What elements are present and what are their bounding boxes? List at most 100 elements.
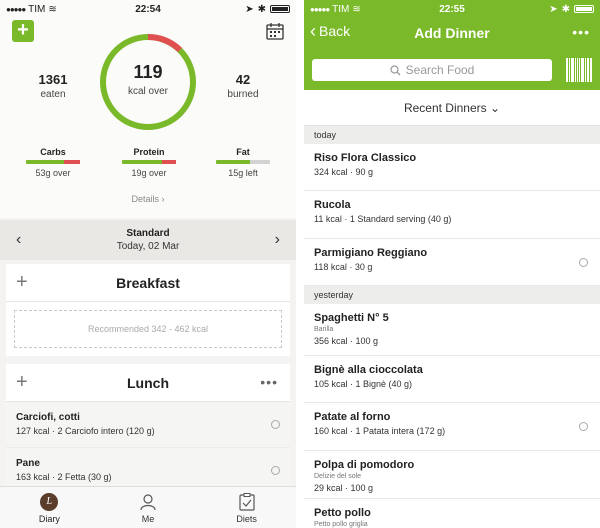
- breakfast-card: + Breakfast Recommended 342 - 462 kcal: [6, 264, 290, 356]
- food-name: Riso Flora Classico: [314, 152, 417, 164]
- signal-icon: ●●●●●: [6, 4, 26, 14]
- food-name: Rucola: [314, 199, 351, 211]
- list-item[interactable]: Parmigiano Reggiano 118 kcal · 30 g: [304, 239, 600, 286]
- carrier: TIM: [28, 3, 46, 15]
- more-icon[interactable]: •••: [260, 374, 278, 390]
- ring-value: 119: [133, 62, 163, 82]
- chevron-left-icon[interactable]: ‹: [16, 231, 22, 248]
- list-item[interactable]: Rucola 11 kcal · 1 Standard serving (40 …: [304, 191, 600, 239]
- recent-label: Recent Dinners: [403, 101, 487, 115]
- breakfast-header: + Breakfast: [6, 264, 290, 302]
- burned-value: 42: [235, 72, 251, 87]
- page-title: Add Dinner: [414, 25, 490, 41]
- date-selector: ‹ Standard Today, 02 Mar ›: [0, 220, 296, 260]
- list-item[interactable]: Riso Flora Classico 324 kcal · 90 g: [304, 144, 600, 191]
- diary-screen: ●●●●● TIM ≋ 22:54 ➤ ✱ + 1361 eaten: [0, 0, 296, 528]
- macro-bar: [122, 160, 176, 164]
- calendar-icon[interactable]: [266, 22, 284, 40]
- nav-bar: ‹ Back Add Dinner •••: [304, 20, 600, 46]
- section-header-yesterday: yesterday: [304, 286, 600, 304]
- food-detail: 160 kcal · 1 Patata intera (172 g): [314, 426, 446, 436]
- food-detail: 324 kcal · 90 g: [314, 167, 374, 177]
- macro-status: 19g over: [131, 168, 167, 178]
- verified-icon: [271, 420, 280, 429]
- search-icon: [390, 64, 401, 75]
- food-name: Pane: [16, 458, 40, 469]
- food-name: Petto pollo: [314, 507, 371, 519]
- details-link[interactable]: Details ›: [0, 194, 296, 204]
- tab-diets[interactable]: Diets: [197, 487, 296, 528]
- list-item[interactable]: Petto pollo Petto pollo griglia: [304, 499, 600, 528]
- tab-label: Diary: [38, 514, 60, 524]
- add-breakfast-icon[interactable]: +: [16, 271, 28, 293]
- food-detail: 29 kcal · 100 g: [314, 483, 374, 493]
- list-item[interactable]: Spaghetti N° 5 Barilla 356 kcal · 100 g: [304, 304, 600, 356]
- macro-carbs: Carbs 53g over: [26, 147, 80, 178]
- ring-readout: 119 kcal over: [98, 62, 198, 97]
- eaten-stat: 1361 eaten: [18, 72, 88, 100]
- burned-label: burned: [227, 89, 259, 100]
- food-name: Parmigiano Reggiano: [314, 247, 428, 259]
- food-detail: 118 kcal · 30 g: [314, 262, 373, 272]
- carrier: TIM: [332, 3, 350, 15]
- barcode-icon[interactable]: [566, 58, 592, 82]
- calorie-ring: [100, 33, 196, 130]
- back-button[interactable]: ‹ Back: [310, 22, 350, 40]
- add-lunch-icon[interactable]: +: [16, 371, 28, 393]
- eaten-label: eaten: [40, 89, 66, 100]
- tab-diary[interactable]: L Diary: [0, 487, 99, 528]
- lunch-title: Lunch: [127, 375, 169, 391]
- location-icon: ➤: [549, 3, 558, 15]
- list-item[interactable]: Patate al forno 160 kcal · 1 Patata inte…: [304, 403, 600, 451]
- clock: 22:55: [439, 3, 465, 15]
- burned-stat: 42 burned: [208, 72, 278, 100]
- food-name: Spaghetti N° 5: [314, 312, 389, 324]
- search-placeholder: Search Food: [405, 63, 475, 77]
- list-item[interactable]: Bignè alla cioccolata 105 kcal · 1 Bignè…: [304, 356, 600, 403]
- food-name: Patate al forno: [314, 411, 391, 423]
- current-date: Today, 02 Mar: [116, 241, 180, 252]
- search-input[interactable]: Search Food: [312, 59, 552, 81]
- food-detail: 163 kcal · 2 Fetta (30 g): [16, 472, 112, 482]
- tab-label: Diets: [236, 514, 257, 524]
- macro-protein: Protein 19g over: [122, 147, 176, 178]
- food-name: Bignè alla cioccolata: [314, 364, 423, 376]
- macro-bar: [26, 160, 80, 164]
- verified-icon: [271, 466, 280, 475]
- chevron-down-icon: ⌄: [490, 101, 501, 115]
- tab-me[interactable]: Me: [99, 487, 198, 528]
- wifi-icon: ≋: [48, 3, 57, 15]
- macro-name: Protein: [133, 147, 165, 157]
- ring-label: kcal over: [127, 86, 168, 97]
- battery-icon: [270, 5, 290, 13]
- chevron-right-icon: ›: [161, 194, 165, 204]
- macro-fat: Fat 15g left: [216, 147, 270, 178]
- diary-icon: L: [40, 493, 59, 511]
- chevron-right-icon[interactable]: ›: [274, 231, 280, 248]
- list-item[interactable]: Polpa di pomodoro Delizie del sole 29 kc…: [304, 451, 600, 499]
- calorie-dashboard: ●●●●● TIM ≋ 22:54 ➤ ✱ + 1361 eaten: [0, 0, 296, 218]
- food-name: Carciofi, cotti: [16, 412, 80, 423]
- food-name: Polpa di pomodoro: [314, 459, 415, 471]
- breakfast-title: Breakfast: [116, 275, 180, 291]
- food-detail: 11 kcal · 1 Standard serving (40 g): [314, 214, 452, 224]
- food-row[interactable]: Carciofi, cotti 127 kcal · 2 Carciofo in…: [6, 402, 290, 448]
- lunch-card: + Lunch ••• Carciofi, cotti 127 kcal · 2…: [6, 364, 290, 494]
- recent-dinners-dropdown[interactable]: Recent Dinners ⌄: [304, 90, 600, 126]
- add-dinner-screen: ●●●●● TIM ≋ 22:55 ➤ ✱ ‹ Back Add Dinner ••• …: [304, 0, 600, 528]
- add-food-button[interactable]: +: [12, 20, 34, 42]
- signal-icon: ●●●●●: [310, 4, 330, 14]
- macro-status: 15g left: [228, 168, 258, 178]
- header: ●●●●● TIM ≋ 22:55 ➤ ✱ ‹ Back Add Dinner ••• …: [304, 0, 600, 90]
- macro-status: 53g over: [35, 168, 71, 178]
- clock: 22:54: [135, 3, 161, 15]
- macro-name: Fat: [236, 147, 250, 157]
- more-icon[interactable]: •••: [572, 24, 590, 40]
- tab-bar: L Diary Me Diets: [0, 486, 296, 528]
- breakfast-recommendation[interactable]: Recommended 342 - 462 kcal: [14, 310, 282, 348]
- food-brand: Delizie del sole: [314, 473, 362, 480]
- plan-name: Standard: [126, 228, 170, 239]
- food-detail: 127 kcal · 2 Carciofo intero (120 g): [16, 426, 155, 436]
- food-brand: Barilla: [314, 326, 334, 333]
- food-detail: 356 kcal · 100 g: [314, 336, 379, 346]
